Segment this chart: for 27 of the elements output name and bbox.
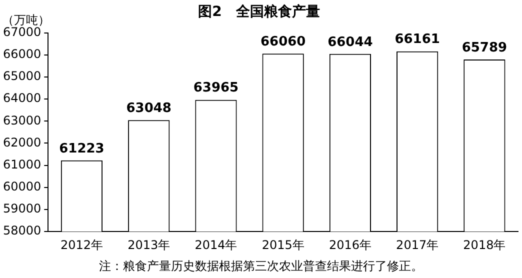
y-tick-label: 60000 [2,180,42,194]
data-label: 66060 [260,34,306,50]
text: 注：粮食产量历史数据根据第三次农业普查结果进行了修正。 [98,258,424,275]
y-tick-label: 59000 [2,202,42,216]
data-label: 63048 [126,100,172,116]
x-tick-label: 2014年 [194,238,238,252]
x-tick-label: 2013年 [128,238,170,252]
x-tick-label: 2012年 [60,238,104,252]
data-label: 66161 [394,32,440,48]
x-tick-label: 2017年 [396,238,439,252]
x-tick-label: 2015年 [262,238,304,252]
y-tick-label: 66000 [2,47,42,62]
y-tick-label: 58000 [2,224,42,238]
y-axis-title: （万吨） [2,12,50,27]
data-label: 61223 [59,141,104,156]
y-tick-label: 65000 [2,69,42,84]
y-tick-label: 63000 [2,113,42,128]
chart-title: 图2 全国粮食产量 [198,3,320,20]
y-tick-label: 62000 [2,135,42,150]
y-tick-label: 64000 [2,91,42,106]
data-label: 63965 [193,80,239,96]
x-tick-label: 2016年 [328,238,372,252]
x-tick-label: 2018年 [463,238,506,252]
data-label: 65789 [462,40,508,56]
y-tick-label: 67000 [2,24,42,39]
y-tick-label: 61000 [2,157,42,172]
data-label: 66044 [328,34,373,50]
